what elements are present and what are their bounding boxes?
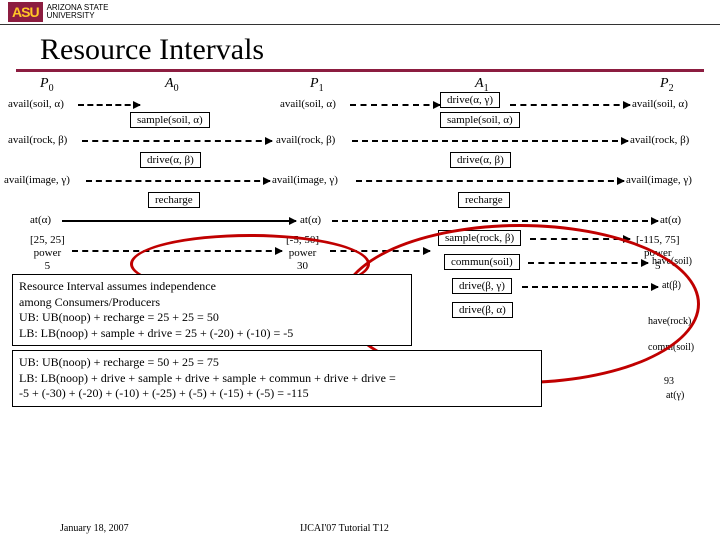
col-p1: P1: [310, 76, 324, 94]
action-drive-ag: drive(α, γ): [440, 92, 500, 108]
footer-date: January 18, 2007: [60, 523, 129, 534]
row-avail-image-p1: avail(image, γ): [272, 174, 338, 186]
row-avail-rock-p2: avail(rock, β): [630, 134, 689, 146]
edge: [82, 140, 272, 142]
note-box-1: Resource Interval assumes independence a…: [12, 274, 412, 346]
row-avail-soil-p2: avail(soil, α): [632, 98, 688, 110]
row-at-p2: at(α): [660, 214, 681, 226]
action-recharge-a0: recharge: [148, 192, 200, 208]
edge: [510, 104, 630, 106]
edge: [352, 140, 628, 142]
row-avail-image-p2: avail(image, γ): [626, 174, 692, 186]
edge: [350, 104, 440, 106]
header: ASU ARIZONA STATE UNIVERSITY: [0, 0, 720, 25]
col-p2: P2: [660, 76, 674, 94]
action-drive-ab-a1: drive(α, β): [450, 152, 511, 168]
row-avail-rock-p1: avail(rock, β): [276, 134, 335, 146]
logo: ASU ARIZONA STATE UNIVERSITY: [8, 2, 109, 22]
edge: [78, 104, 140, 106]
page-title: Resource Intervals: [0, 25, 720, 69]
power-p0: [25, 25] power 5: [30, 234, 65, 274]
asu-mark: ASU: [8, 2, 43, 22]
edge: [86, 180, 270, 182]
diagram: P0 A0 P1 A1 P2 avail(soil, α) avail(soil…: [0, 76, 720, 496]
row-avail-soil-p1: avail(soil, α): [280, 98, 336, 110]
note-box-2: UB: UB(noop) + recharge = 50 + 25 = 75 L…: [12, 350, 542, 407]
col-a0: A0: [165, 76, 179, 94]
action-sample-soil-a1: sample(soil, α): [440, 112, 520, 128]
title-rule: [16, 69, 704, 72]
row-avail-soil-p0: avail(soil, α): [8, 98, 64, 110]
footer-center: IJCAI'07 Tutorial T12: [300, 523, 389, 534]
asu-text: ARIZONA STATE UNIVERSITY: [47, 4, 109, 20]
row-at-p0: at(α): [30, 214, 51, 226]
label-num93: 93: [664, 376, 674, 387]
edge: [356, 180, 624, 182]
action-recharge-a1: recharge: [458, 192, 510, 208]
edge: [332, 220, 658, 222]
col-p0: P0: [40, 76, 54, 94]
edge: [62, 220, 296, 222]
row-at-p1: at(α): [300, 214, 321, 226]
action-sample-soil-a0: sample(soil, α): [130, 112, 210, 128]
action-drive-ab-a0: drive(α, β): [140, 152, 201, 168]
row-avail-rock-p0: avail(rock, β): [8, 134, 67, 146]
row-avail-image-p0: avail(image, γ): [4, 174, 70, 186]
label-at-gamma: at(γ): [666, 390, 684, 401]
